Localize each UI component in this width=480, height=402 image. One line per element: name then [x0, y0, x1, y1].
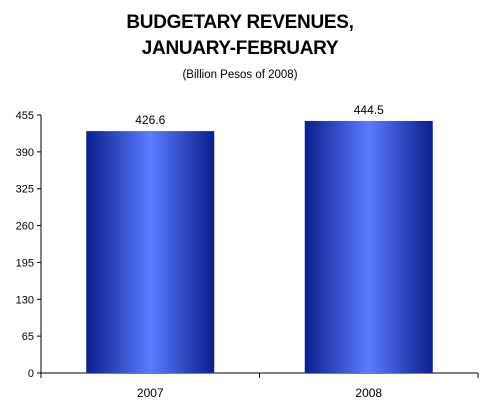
y-tick-label: 130 — [16, 294, 34, 306]
category-label: 2007 — [137, 386, 164, 400]
y-tick-label: 195 — [16, 257, 34, 269]
y-tick-label: 0 — [28, 368, 34, 380]
bars — [86, 120, 433, 373]
bar — [304, 120, 433, 373]
y-tick-label: 65 — [22, 331, 34, 343]
y-tick-label: 325 — [16, 184, 34, 196]
chart-subtitle: (Billion Pesos of 2008) — [182, 69, 298, 81]
y-tick-label: 455 — [16, 110, 34, 122]
chart-title-line-2: JANUARY-FEBRUARY — [141, 38, 339, 59]
y-tick-label: 390 — [16, 147, 34, 159]
labels: 426.6 2007 444.5 2008 — [135, 103, 384, 400]
chart-title-line-1: BUDGETARY REVENUES, — [126, 12, 354, 33]
data-label: 426.6 — [135, 113, 165, 127]
data-label: 444.5 — [354, 103, 384, 117]
category-label: 2008 — [355, 386, 382, 400]
bar — [86, 131, 215, 373]
y-tick-label: 260 — [16, 221, 34, 233]
